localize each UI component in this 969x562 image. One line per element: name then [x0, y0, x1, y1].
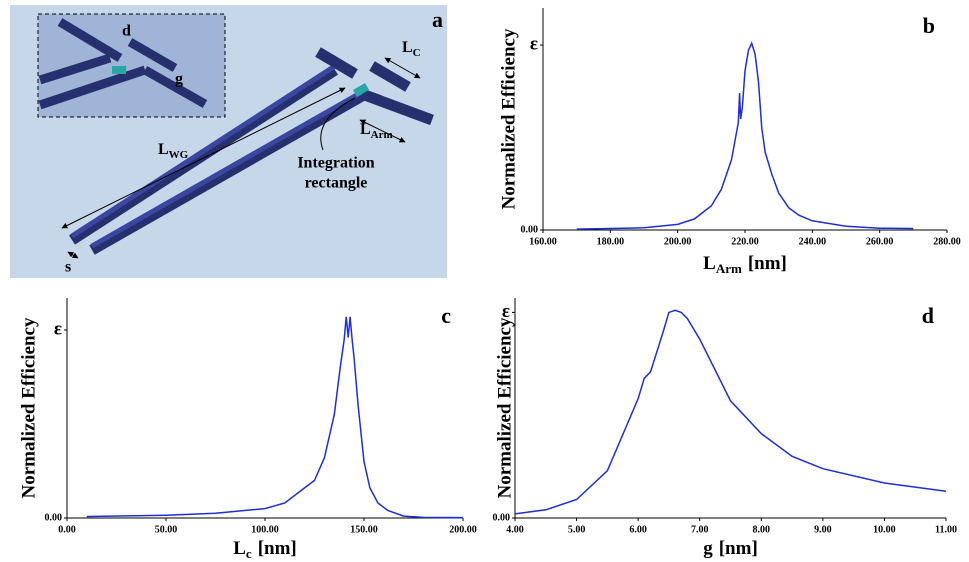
label-main: L [402, 39, 413, 56]
x-tick-label: 4.00 [506, 524, 524, 535]
x-tick-label: 10.00 [873, 524, 896, 535]
x-tick-label: 7.00 [691, 524, 709, 535]
x-tick-label: 280.00 [933, 236, 961, 247]
x-axis-label: LArm [nm] [703, 253, 787, 276]
y-axis-label: Normalized Efficiency [498, 28, 519, 209]
x-tick-label: 50.00 [155, 524, 178, 535]
label-sub: C [413, 47, 421, 59]
x-tick-label: 260.00 [866, 236, 894, 247]
label-unit: [nm] [258, 538, 297, 559]
x-axis-label: Lc [nm] [233, 538, 297, 561]
x-tick-label: 11.00 [935, 524, 957, 535]
label-sub: c [246, 546, 252, 561]
x-tick-label: 8.00 [753, 524, 771, 535]
label-unit: [nm] [748, 253, 787, 274]
label-sub: Arm [371, 129, 393, 141]
x-tick-label: 0.00 [58, 524, 76, 535]
x-tick-label: 180.00 [597, 236, 625, 247]
label-sub: Arm [716, 261, 742, 276]
annotation: Integration [297, 155, 374, 172]
label-main: g [703, 538, 713, 559]
annotation: rectangle [305, 175, 368, 192]
label-main: L [360, 121, 371, 138]
panel-label: a [432, 7, 443, 32]
x-tick-label: 200.00 [449, 524, 477, 535]
label-sub: WG [169, 149, 189, 161]
y-tick-label: ε [54, 318, 62, 339]
dimension-arrows [61, 57, 421, 259]
dim-label: LC [402, 39, 421, 59]
y-axis-label: Normalized Efficiency [494, 317, 515, 498]
y-tick-label: 0.00 [493, 512, 511, 523]
x-tick-label: 200.00 [664, 236, 692, 247]
x-axis-label: g [nm] [703, 538, 758, 559]
x-tick-label: 6.00 [629, 524, 647, 535]
panel-label: b [923, 13, 935, 38]
label-main: L [703, 253, 716, 274]
data-line [576, 41, 914, 230]
data-line [514, 309, 947, 515]
y-tick-label: 0.00 [45, 512, 63, 523]
panel-a: a d g s LC LArm LWG Integration rectangl… [10, 5, 447, 278]
x-tick-label: 160.00 [529, 236, 557, 247]
panel-label: d [922, 303, 934, 328]
x-tick-label: 100.00 [251, 524, 279, 535]
x-tick-label: 150.00 [350, 524, 378, 535]
dim-label: d [122, 23, 131, 40]
dim-label: g [175, 71, 183, 88]
dim-label: LArm [360, 121, 393, 141]
dim-label: s [65, 259, 71, 276]
panel-label: c [441, 303, 451, 328]
x-tick-label: 9.00 [814, 524, 832, 535]
x-tick-label: 240.00 [799, 236, 827, 247]
label-unit: [nm] [719, 538, 758, 559]
y-tick-label: 0.00 [521, 224, 539, 235]
x-tick-label: 5.00 [568, 524, 586, 535]
y-tick-label: ε [502, 301, 510, 322]
dim-label: LWG [158, 141, 189, 161]
y-tick-label: ε [530, 33, 538, 54]
data-line [86, 316, 464, 519]
label-main: L [158, 141, 169, 158]
label-main: L [233, 538, 246, 559]
x-tick-label: 220.00 [731, 236, 759, 247]
y-axis-label: Normalized Efficiency [18, 317, 39, 498]
